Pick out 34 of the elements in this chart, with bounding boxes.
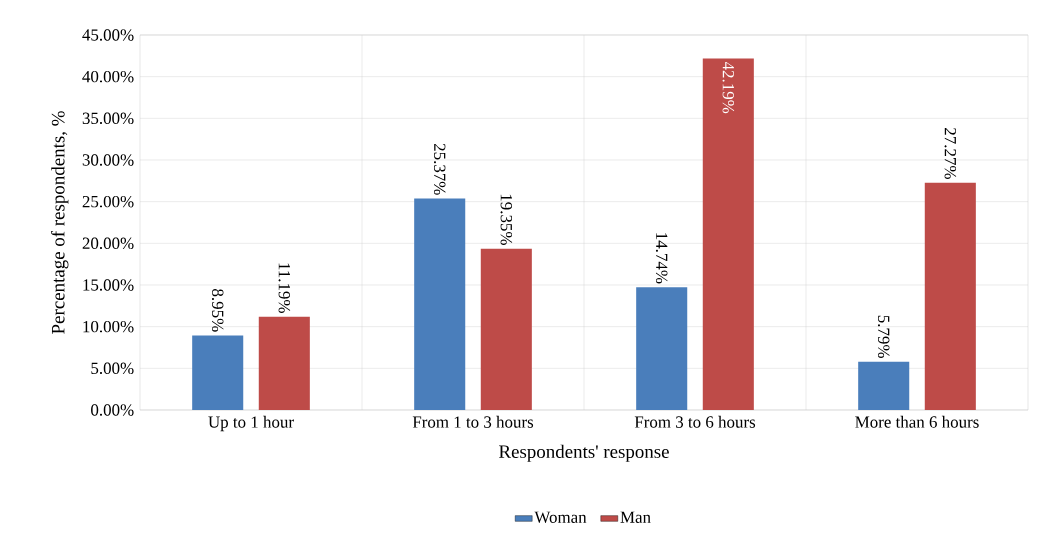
x-tick-label: From 3 to 6 hours: [634, 415, 756, 428]
y-tick-label: 40.00%: [82, 70, 134, 83]
bar: [858, 361, 910, 410]
x-tick-label: From 1 to 3 hours: [412, 415, 534, 428]
legend-label: Woman: [534, 511, 587, 524]
y-tick-label: 0.00%: [91, 404, 134, 416]
data-label: 8.95%: [211, 289, 224, 332]
x-tick-label: More than 6 hours: [855, 415, 979, 428]
bar: [702, 58, 754, 410]
bar: [480, 248, 532, 410]
y-tick-label: 35.00%: [82, 112, 134, 125]
bar: [924, 182, 976, 410]
data-label: 14.74%: [655, 233, 668, 284]
y-tick-label: 20.00%: [82, 237, 134, 250]
y-tick-label: 5.00%: [91, 362, 134, 375]
y-tick-label: 10.00%: [83, 320, 134, 333]
data-label: 27.27%: [944, 128, 957, 179]
bar: [258, 316, 310, 410]
x-tick-label: Up to 1 hour: [208, 415, 294, 432]
data-label: 11.19%: [278, 263, 291, 313]
legend-label: Man: [620, 511, 651, 523]
bar: [636, 287, 688, 410]
data-label: 25.37%: [433, 143, 446, 195]
data-label: 19.35%: [500, 194, 513, 245]
x-axis-title: Respondents' response: [499, 444, 669, 462]
data-label: 5.79%: [877, 315, 890, 358]
y-tick-label: 15.00%: [83, 279, 134, 291]
y-tick-label: 45.00%: [82, 29, 134, 41]
bar: [414, 198, 466, 410]
bar: [192, 335, 244, 410]
y-tick-label: 30.00%: [82, 154, 134, 166]
data-label: 42.19%: [722, 61, 735, 114]
y-tick-label: 25.00%: [82, 195, 134, 208]
y-axis-title: Percentage of respondents, %: [51, 111, 69, 334]
